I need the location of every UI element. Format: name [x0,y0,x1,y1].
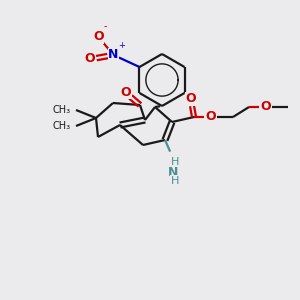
Text: +: + [118,41,125,50]
Text: -: - [103,21,107,31]
Text: N: N [168,166,178,178]
Text: O: O [121,85,131,98]
Text: O: O [186,92,196,106]
Text: O: O [261,100,271,113]
Text: CH₃: CH₃ [53,121,71,131]
Text: O: O [206,110,216,124]
Text: N: N [108,49,119,62]
Text: O: O [93,31,104,44]
Text: O: O [84,52,95,65]
Text: H: H [171,176,179,186]
Text: CH₃: CH₃ [53,105,71,115]
Text: H: H [171,157,179,167]
